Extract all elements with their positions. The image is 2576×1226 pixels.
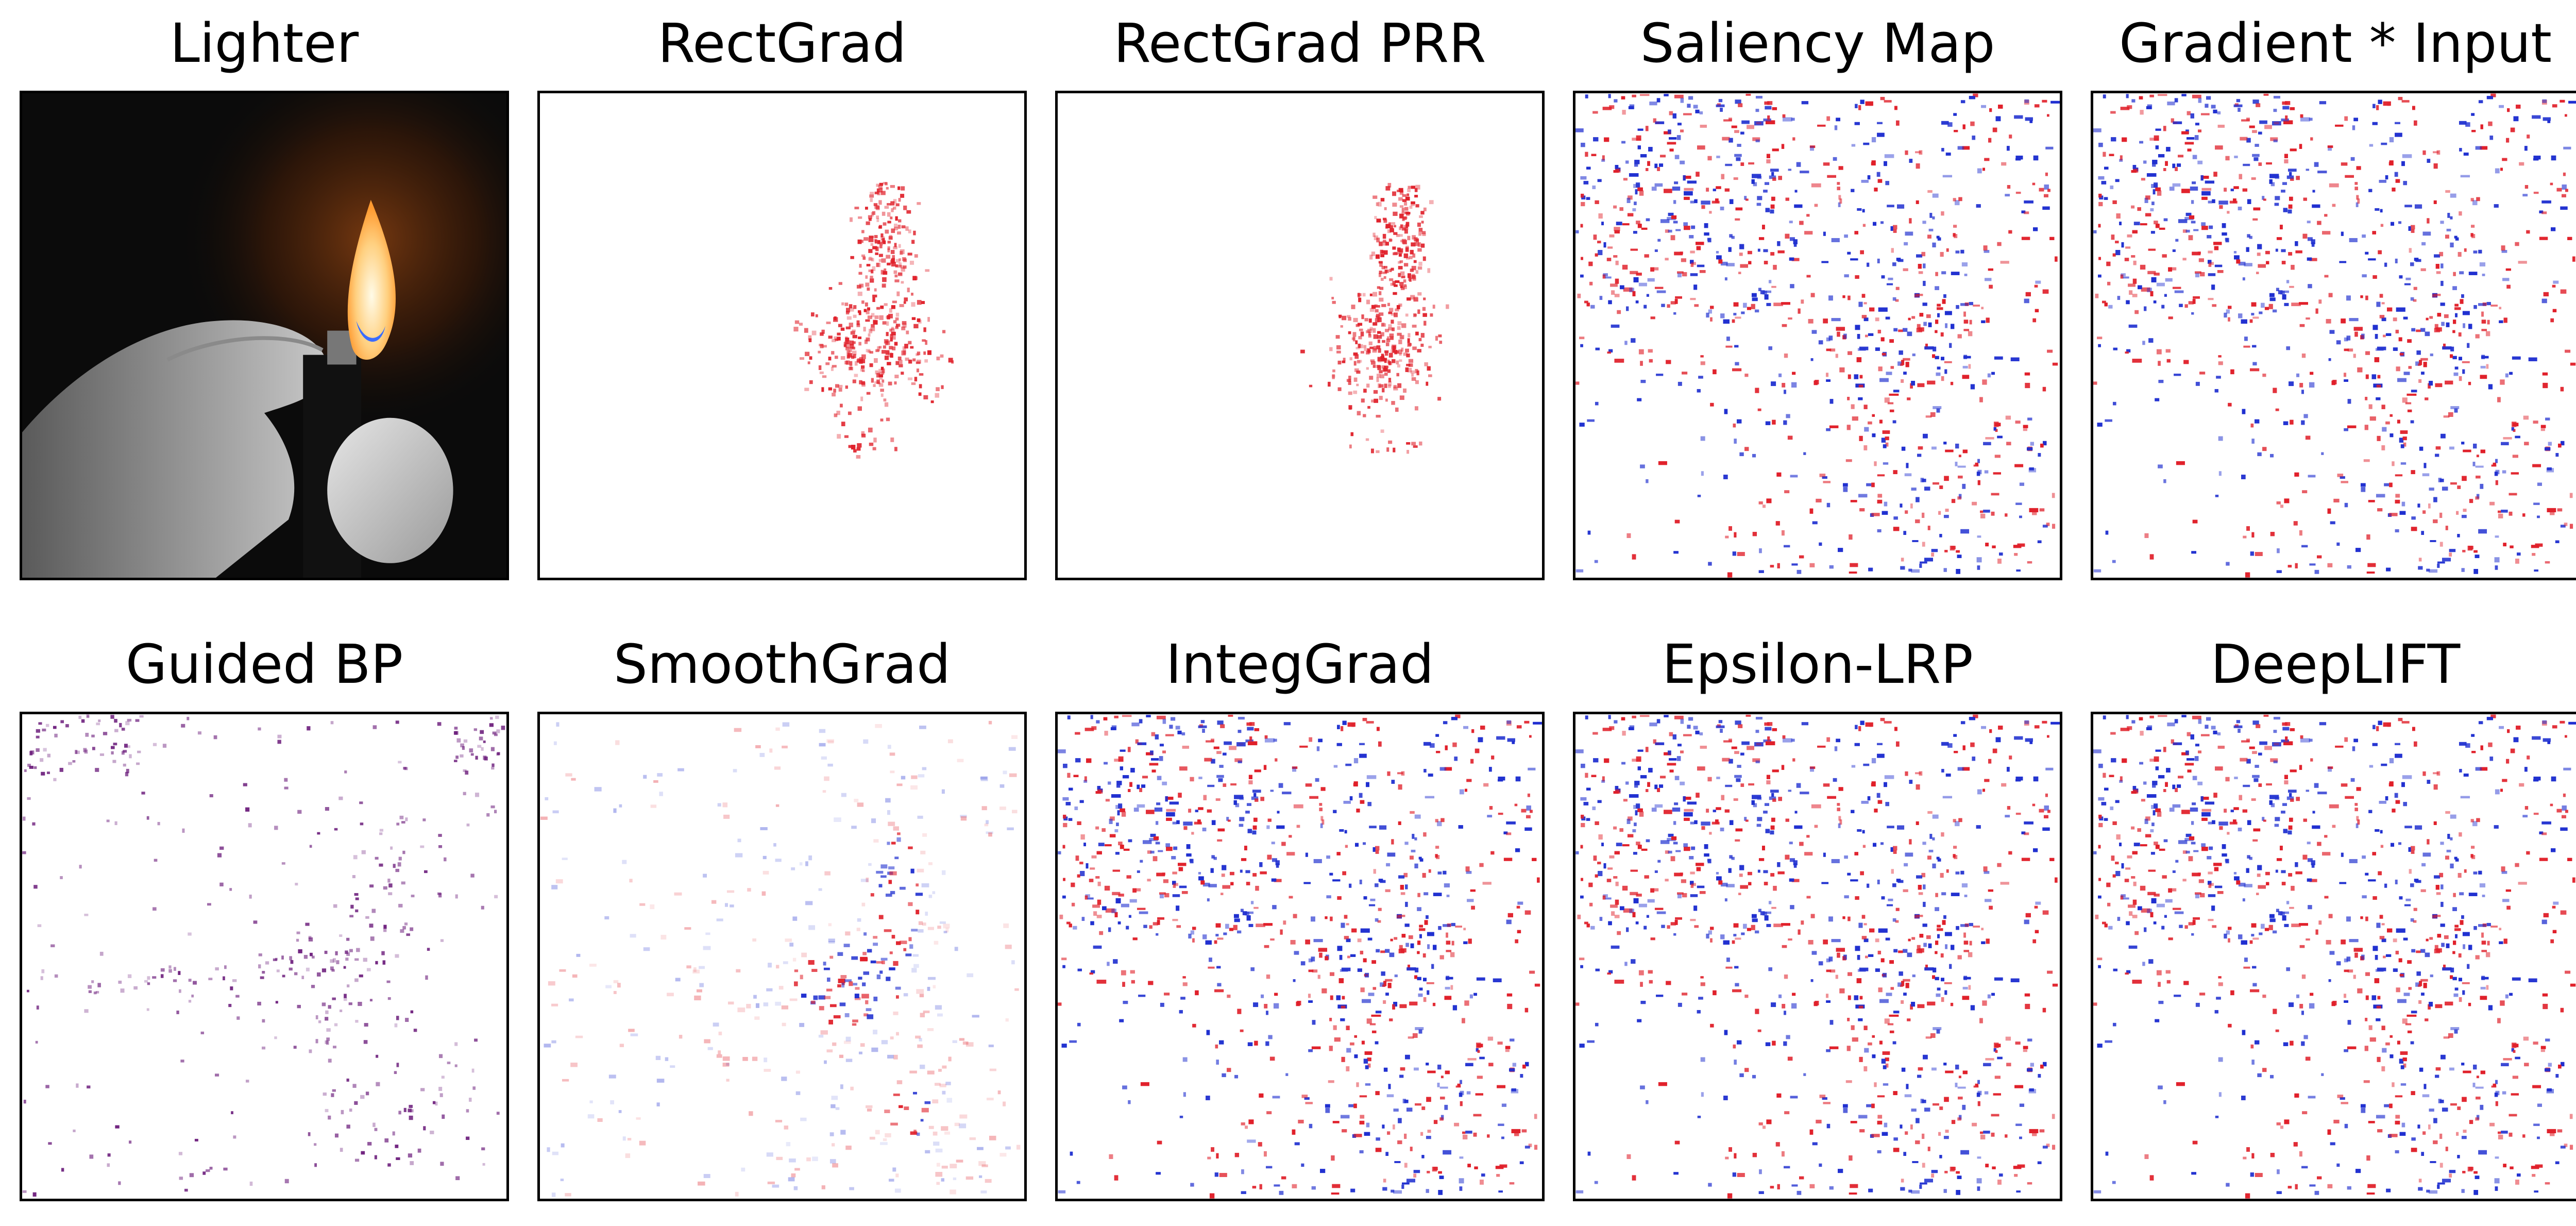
lighter-photo [20,91,509,580]
rectgrad-prr-map [1055,91,1545,580]
rectgrad-map [537,91,1027,580]
guided-bp-map [20,712,509,1201]
panel-title: Lighter [170,12,359,75]
panel-title: SmoothGrad [613,633,951,696]
epsilon-lrp-map [1573,712,2062,1201]
panel-title: Gradient * Input [2119,12,2552,75]
smoothgrad-map [537,712,1027,1201]
gradient-input-map [2091,91,2576,580]
heatmap-saliency [1575,93,2060,578]
integgrad-map [1055,712,1545,1201]
lighter-image [22,93,506,578]
heatmap-integgrad [1058,714,1542,1199]
panel-title: Epsilon-LRP [1662,633,1973,696]
heatmap-deeplift [2093,714,2576,1199]
panel-title: Guided BP [125,633,403,696]
heatmap-rectgrad [793,182,954,459]
heatmap-rectgrad-prr [1300,182,1449,454]
heatmap-gradient-input [2093,93,2576,578]
heatmap-smoothgrad [540,720,1021,1197]
panel-title: Saliency Map [1640,12,1995,75]
heatmap-guided-bp [22,714,505,1197]
panel-title: IntegGrad [1165,633,1434,696]
heatmap-epsilon-lrp [1575,714,2060,1199]
deeplift-map [2091,712,2576,1201]
saliency-map [1573,91,2062,580]
panel-title: RectGrad [657,12,907,75]
panel-title: DeepLIFT [2210,633,2461,696]
panel-title: RectGrad PRR [1113,12,1486,75]
